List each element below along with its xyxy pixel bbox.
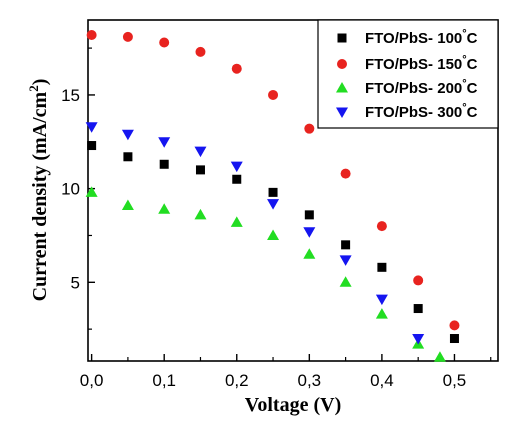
data-point-triangle-down xyxy=(85,122,98,133)
data-point-square xyxy=(232,174,242,184)
x-tick-label: 0,4 xyxy=(370,371,394,390)
data-point-triangle-down xyxy=(230,161,243,173)
data-point-triangle-down xyxy=(194,146,207,158)
data-point-square xyxy=(377,262,387,272)
x-tick-label: 0,5 xyxy=(443,371,467,390)
data-point-square xyxy=(304,210,314,220)
data-point-circle xyxy=(376,221,387,232)
data-point-triangle-down xyxy=(267,199,280,210)
data-point-triangle-down xyxy=(121,129,134,141)
data-point-square xyxy=(87,141,97,151)
plot-frame xyxy=(87,19,499,362)
x-tick-label: 0,0 xyxy=(80,371,104,390)
data-point-circle xyxy=(268,89,279,100)
data-point-circle xyxy=(231,63,242,74)
x-tick-label: 0,2 xyxy=(225,371,249,390)
x-axis-title: Voltage (V) xyxy=(245,394,341,416)
legend-label: FTO/PbS- 300°C xyxy=(365,102,478,121)
data-point-square xyxy=(195,165,205,175)
legend-marker-square xyxy=(337,33,347,43)
data-point-square xyxy=(413,304,423,314)
axis-tick-labels: 0,0 0,1 0,2 0,3 0,4 0,5 5 10 15 xyxy=(61,86,466,390)
data-point-square xyxy=(341,240,351,250)
legend-marker-circle xyxy=(337,59,347,69)
data-point-circle xyxy=(195,46,206,57)
data-point-triangle-down xyxy=(375,294,388,306)
legend-label: FTO/PbS- 200°C xyxy=(365,78,478,97)
data-points xyxy=(85,29,460,362)
y-axis-title-main: Current density (mA/cm xyxy=(29,91,51,301)
x-tick-label: 0,1 xyxy=(152,371,176,390)
data-point-circle xyxy=(304,123,315,134)
data-point-triangle-up xyxy=(194,208,207,220)
legend-label: FTO/PbS- 150°C xyxy=(365,54,478,73)
data-point-triangle-up xyxy=(158,203,171,214)
data-point-circle xyxy=(413,275,424,286)
data-point-triangle-up xyxy=(303,248,316,259)
y-axis-title-close: ) xyxy=(29,79,51,86)
y-tick-label: 10 xyxy=(61,180,80,199)
data-point-square xyxy=(159,159,169,169)
data-point-triangle-up xyxy=(433,351,446,362)
data-point-square xyxy=(449,334,459,344)
legend-marker-triangle-up xyxy=(336,82,348,93)
data-point-circle xyxy=(159,37,170,48)
data-point-circle xyxy=(340,168,351,179)
legend: FTO/PbS- 100°C FTO/PbS- 150°C FTO/PbS- 200… xyxy=(317,19,499,129)
legend-label: FTO/PbS- 100°C xyxy=(365,28,478,47)
data-point-square xyxy=(268,187,278,197)
axis-ticks xyxy=(88,47,492,361)
data-point-triangle-up xyxy=(121,199,134,210)
y-tick-label: 5 xyxy=(71,273,80,292)
data-point-triangle-up xyxy=(267,229,280,240)
data-point-triangle-up xyxy=(339,276,352,287)
y-axis-title: Current density (mA/cm2) xyxy=(26,79,51,302)
data-point-circle xyxy=(449,320,460,331)
data-point-triangle-up xyxy=(230,216,243,227)
y-axis-title-superscript: 2 xyxy=(26,85,41,92)
data-point-triangle-down xyxy=(412,334,425,345)
data-point-triangle-up xyxy=(375,308,388,319)
x-tick-label: 0,3 xyxy=(298,371,322,390)
data-point-triangle-up xyxy=(85,186,98,197)
data-point-square xyxy=(123,152,133,162)
legend-marker-triangle-down xyxy=(336,107,348,118)
data-point-triangle-down xyxy=(303,227,316,238)
legend-box xyxy=(317,19,499,129)
data-point-triangle-down xyxy=(158,137,171,148)
data-point-triangle-down xyxy=(339,255,352,266)
data-point-circle xyxy=(86,29,97,40)
data-point-circle xyxy=(122,31,133,42)
y-tick-label: 15 xyxy=(61,86,80,105)
